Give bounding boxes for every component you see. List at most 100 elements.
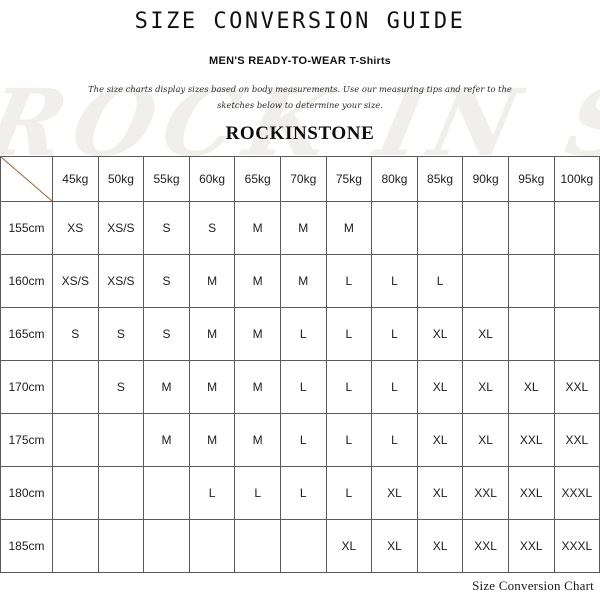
size-conversion-table: 45kg 50kg 55kg 60kg 65kg 70kg 75kg 80kg 85kg 90kg… (0, 156, 600, 573)
size-cell: XXXL (553, 519, 600, 573)
size-cell: M (234, 254, 281, 308)
size-cell: XS/S (97, 201, 145, 255)
size-cell: XXL (507, 413, 555, 467)
size-cell: S (52, 307, 99, 361)
size-cell: S (188, 201, 236, 255)
size-cell: XL (416, 307, 464, 361)
height-label-180cm: 180cm (0, 466, 53, 520)
table-row: 155cm XS XS/S S S M M M (0, 201, 600, 255)
size-cell: L (416, 254, 464, 308)
size-cell-empty (234, 519, 281, 573)
size-cell: XL (462, 360, 509, 414)
size-cell-empty (52, 413, 99, 467)
size-cell: M (279, 254, 327, 308)
size-cell: S (143, 254, 190, 308)
size-cell: XXXL (553, 466, 600, 520)
size-cell: XL (462, 307, 509, 361)
size-cell: L (188, 466, 236, 520)
size-cell-empty (462, 201, 509, 255)
weight-header-90kg: 90kg (462, 156, 509, 202)
size-cell: XXL (462, 466, 509, 520)
size-cell-empty (279, 519, 327, 573)
size-cell-empty (97, 519, 145, 573)
size-cell-empty (143, 466, 190, 520)
size-cell: XXL (553, 360, 600, 414)
size-cell-empty (143, 519, 190, 573)
subtitle-category: MEN'S READY-TO-WEAR (209, 55, 350, 67)
size-cell-empty (97, 413, 145, 467)
size-cell: L (234, 466, 281, 520)
height-label-175cm: 175cm (0, 413, 53, 467)
table-row: 180cm L L L L XL XL XXL XXL XXXL (0, 466, 600, 520)
size-cell-empty (507, 307, 555, 361)
size-cell: M (188, 254, 236, 308)
subtitle-product: T-Shirts (349, 55, 391, 67)
height-label-155cm: 155cm (0, 201, 53, 255)
size-cell: XL (416, 413, 464, 467)
diagonal-divider-icon (1, 157, 52, 201)
size-cell: XS (52, 201, 99, 255)
size-cell-empty (553, 307, 600, 361)
size-cell-empty (416, 201, 464, 255)
weight-header-80kg: 80kg (371, 156, 418, 202)
size-cell: S (143, 201, 190, 255)
size-cell: XL (416, 360, 464, 414)
size-cell: XL (462, 413, 509, 467)
size-cell: M (143, 360, 190, 414)
size-cell: XS/S (52, 254, 99, 308)
page-description: The size charts display sizes based on b… (88, 84, 512, 110)
weight-header-55kg: 55kg (143, 156, 190, 202)
size-cell: XXL (507, 519, 555, 573)
size-cell: L (325, 466, 373, 520)
size-table-container: 45kg 50kg 55kg 60kg 65kg 70kg 75kg 80kg 85kg 90kg… (0, 156, 600, 573)
size-cell: XL (416, 466, 464, 520)
footer-caption: Size Conversion Chart (472, 578, 594, 593)
size-cell: L (371, 413, 418, 467)
size-cell: S (97, 360, 145, 414)
size-cell-empty (52, 360, 99, 414)
size-cell-empty (553, 254, 600, 308)
weight-header-45kg: 45kg (52, 156, 99, 202)
size-cell: M (234, 360, 281, 414)
weight-header-70kg: 70kg (279, 156, 327, 202)
table-row: 185cm XL XL XL XXL XXL XXXL (0, 519, 600, 573)
size-cell: L (279, 413, 327, 467)
weight-header-100kg: 100kg (553, 156, 600, 202)
size-cell: L (279, 466, 327, 520)
size-cell: XXL (462, 519, 509, 573)
size-cell-empty (507, 201, 555, 255)
weight-header-85kg: 85kg (416, 156, 464, 202)
size-cell: M (188, 413, 236, 467)
size-cell-empty (52, 466, 99, 520)
size-table-body: 155cm XS XS/S S S M M M 160cm XS/S XS/S S M M M L L L 165c… (0, 201, 600, 573)
page-title: SIZE CONVERSION GUIDE (134, 9, 466, 34)
size-cell: XXL (553, 413, 600, 467)
size-cell: XXL (507, 466, 555, 520)
size-cell-empty (507, 254, 555, 308)
weight-header-65kg: 65kg (234, 156, 281, 202)
size-table-head: 45kg 50kg 55kg 60kg 65kg 70kg 75kg 80kg 85kg 90kg… (0, 156, 600, 202)
height-label-165cm: 165cm (0, 307, 53, 361)
corner-diagonal-cell (0, 156, 53, 202)
size-cell: M (234, 413, 281, 467)
height-label-185cm: 185cm (0, 519, 53, 573)
brand-name: ROCKINSTONE (225, 123, 375, 144)
size-cell: XL (416, 519, 464, 573)
table-row: 160cm XS/S XS/S S M M M L L L (0, 254, 600, 308)
size-cell-empty (97, 466, 145, 520)
size-cell: XL (507, 360, 555, 414)
size-cell: L (279, 307, 327, 361)
size-cell: M (188, 307, 236, 361)
size-cell: L (325, 360, 373, 414)
size-cell: M (325, 201, 373, 255)
size-cell-empty (371, 201, 418, 255)
size-cell-empty (188, 519, 236, 573)
height-label-170cm: 170cm (0, 360, 53, 414)
size-cell: M (188, 360, 236, 414)
size-cell: M (234, 307, 281, 361)
size-cell: L (279, 360, 327, 414)
size-cell: S (143, 307, 190, 361)
size-cell-empty (462, 254, 509, 308)
size-cell: L (371, 360, 418, 414)
